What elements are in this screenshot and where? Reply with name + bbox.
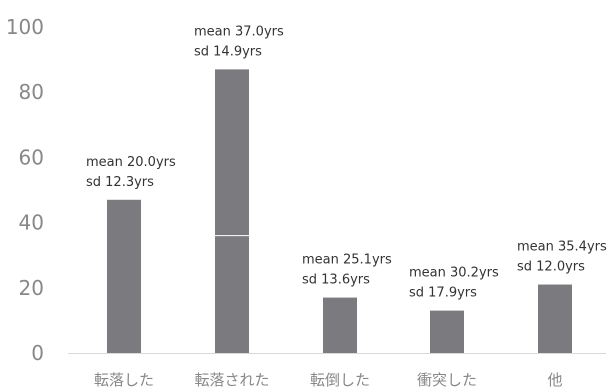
bar-annotation-sd: sd 17.9yrs bbox=[409, 286, 477, 301]
bar-annotation-sd: sd 13.6yrs bbox=[302, 273, 370, 288]
y-tick-label: 40 bbox=[19, 211, 44, 235]
bar-annotation-sd: sd 14.9yrs bbox=[194, 44, 262, 59]
bar-annotation-mean: mean 30.2yrs bbox=[409, 266, 499, 281]
y-tick-label: 100 bbox=[6, 15, 44, 39]
bar-annotations: mean 20.0yrs sd 12.3yrs mean 37.0yrs sd 14.… bbox=[86, 24, 607, 300]
bar-annotation-mean: mean 20.0yrs bbox=[86, 155, 176, 170]
y-tick-label: 80 bbox=[19, 80, 44, 104]
bar-annotation-sd: sd 12.0yrs bbox=[517, 260, 585, 275]
bar bbox=[107, 199, 141, 353]
y-tick-label: 60 bbox=[19, 145, 44, 169]
y-axis: 0 20 40 60 80 100 bbox=[6, 15, 44, 365]
bar-annotation-mean: mean 37.0yrs bbox=[194, 24, 284, 39]
x-tick-label: 転倒した bbox=[310, 371, 370, 389]
bar bbox=[323, 297, 357, 353]
bar-series bbox=[107, 69, 572, 353]
bar bbox=[538, 284, 572, 353]
y-tick-label: 0 bbox=[31, 341, 44, 365]
x-tick-label: 転落された bbox=[194, 371, 269, 389]
bar-annotation-mean: mean 35.4yrs bbox=[517, 240, 607, 255]
x-tick-label: 衝突した bbox=[417, 371, 477, 389]
bar bbox=[215, 69, 249, 353]
x-tick-label: 転落した bbox=[94, 371, 154, 389]
bar-annotation-mean: mean 25.1yrs bbox=[302, 253, 392, 268]
x-tick-label: 他 bbox=[547, 371, 562, 389]
x-axis: 転落した 転落された 転倒した 衝突した 他 bbox=[94, 371, 563, 389]
bar bbox=[430, 310, 464, 353]
bar-annotation-sd: sd 12.3yrs bbox=[86, 175, 154, 190]
y-tick-label: 20 bbox=[19, 276, 44, 300]
